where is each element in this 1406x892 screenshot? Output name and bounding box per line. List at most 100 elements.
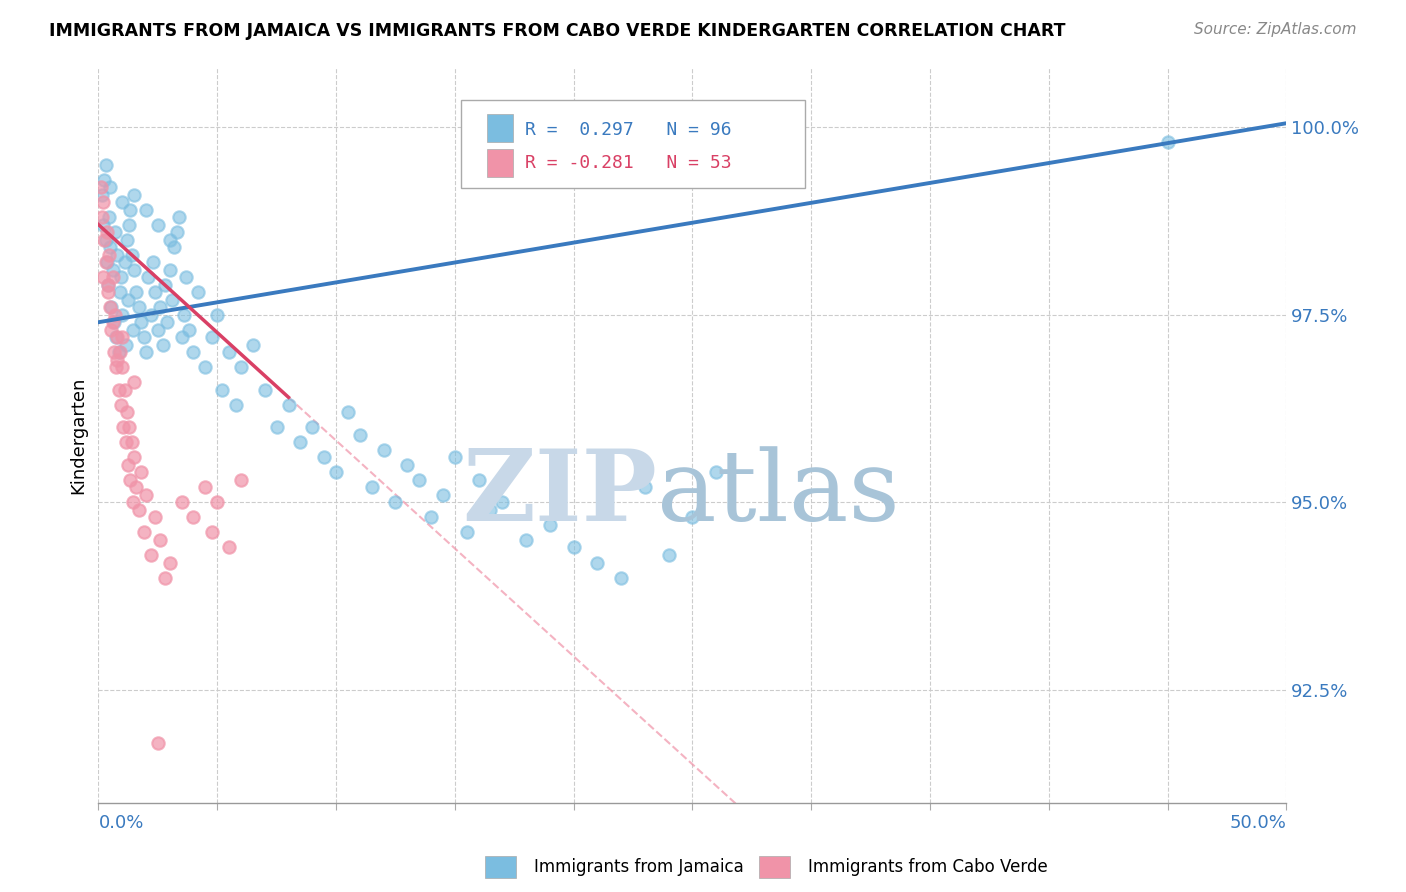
Text: 50.0%: 50.0%: [1230, 814, 1286, 832]
Point: [194, 480, 217, 494]
Point: [110, 398, 132, 412]
Point: [128, 300, 150, 314]
Point: [456, 525, 478, 540]
Point: [277, 398, 299, 412]
Point: [111, 330, 134, 344]
Point: [132, 525, 155, 540]
Point: [110, 270, 132, 285]
Point: [107, 352, 129, 367]
FancyBboxPatch shape: [486, 149, 513, 177]
Point: [91, 195, 114, 210]
Point: [467, 473, 489, 487]
Point: [107, 330, 129, 344]
Text: ZIP: ZIP: [463, 445, 657, 542]
Point: [408, 473, 430, 487]
Point: [432, 488, 454, 502]
Point: [156, 315, 179, 329]
Point: [98, 180, 121, 194]
Point: [114, 255, 136, 269]
Point: [101, 315, 124, 329]
Point: [97, 285, 120, 300]
Point: [120, 202, 142, 217]
Point: [177, 323, 200, 337]
Point: [610, 570, 633, 584]
Point: [420, 510, 443, 524]
Point: [103, 345, 125, 359]
Point: [122, 495, 145, 509]
Point: [117, 293, 139, 307]
Point: [98, 300, 121, 314]
Point: [160, 293, 183, 307]
Point: [1156, 135, 1178, 149]
Point: [120, 473, 142, 487]
Text: R = -0.281   N = 53: R = -0.281 N = 53: [524, 153, 731, 172]
Point: [114, 383, 136, 397]
Point: [125, 285, 148, 300]
Point: [153, 277, 176, 292]
Point: [152, 337, 174, 351]
Point: [149, 533, 172, 547]
Point: [117, 458, 139, 472]
Point: [218, 541, 240, 555]
Point: [114, 337, 136, 351]
Point: [183, 510, 205, 524]
Point: [301, 420, 323, 434]
Text: Immigrants from Cabo Verde: Immigrants from Cabo Verde: [808, 858, 1049, 876]
Point: [145, 285, 167, 300]
Point: [266, 420, 288, 434]
Point: [98, 210, 121, 224]
Point: [205, 308, 228, 322]
Point: [444, 450, 467, 465]
Point: [97, 277, 120, 292]
Point: [167, 210, 190, 224]
Point: [349, 427, 371, 442]
Point: [122, 262, 145, 277]
Point: [101, 262, 124, 277]
FancyBboxPatch shape: [461, 100, 806, 188]
Text: 0.0%: 0.0%: [98, 814, 143, 832]
Point: [515, 533, 537, 547]
Point: [253, 383, 276, 397]
Point: [135, 488, 157, 502]
Point: [634, 480, 657, 494]
Point: [225, 398, 247, 412]
Point: [159, 233, 181, 247]
Point: [325, 466, 347, 480]
Point: [129, 315, 152, 329]
Point: [96, 225, 118, 239]
Point: [112, 420, 135, 434]
Point: [122, 376, 145, 390]
Text: atlas: atlas: [657, 446, 900, 541]
Point: [586, 556, 609, 570]
Point: [121, 247, 143, 261]
Point: [107, 383, 129, 397]
Point: [170, 495, 193, 509]
Point: [101, 270, 124, 285]
Point: [121, 435, 143, 450]
Point: [107, 345, 129, 359]
Point: [94, 157, 117, 171]
Point: [396, 458, 419, 472]
Point: [98, 247, 121, 261]
Point: [538, 518, 561, 533]
Point: [384, 495, 406, 509]
Point: [91, 210, 114, 224]
Point: [94, 255, 117, 269]
Y-axis label: Kindergarten: Kindergarten: [69, 376, 87, 493]
Point: [159, 556, 181, 570]
Point: [229, 360, 252, 375]
Point: [242, 337, 264, 351]
Point: [211, 383, 233, 397]
Point: [373, 442, 395, 457]
Point: [159, 262, 181, 277]
Point: [176, 270, 198, 285]
Point: [145, 510, 167, 524]
Point: [135, 345, 157, 359]
Point: [360, 480, 382, 494]
Point: [93, 233, 115, 247]
Point: [658, 548, 681, 562]
Point: [111, 360, 134, 375]
Point: [104, 225, 127, 239]
Text: IMMIGRANTS FROM JAMAICA VS IMMIGRANTS FROM CABO VERDE KINDERGARTEN CORRELATION C: IMMIGRANTS FROM JAMAICA VS IMMIGRANTS FR…: [49, 22, 1066, 40]
Point: [163, 240, 186, 254]
